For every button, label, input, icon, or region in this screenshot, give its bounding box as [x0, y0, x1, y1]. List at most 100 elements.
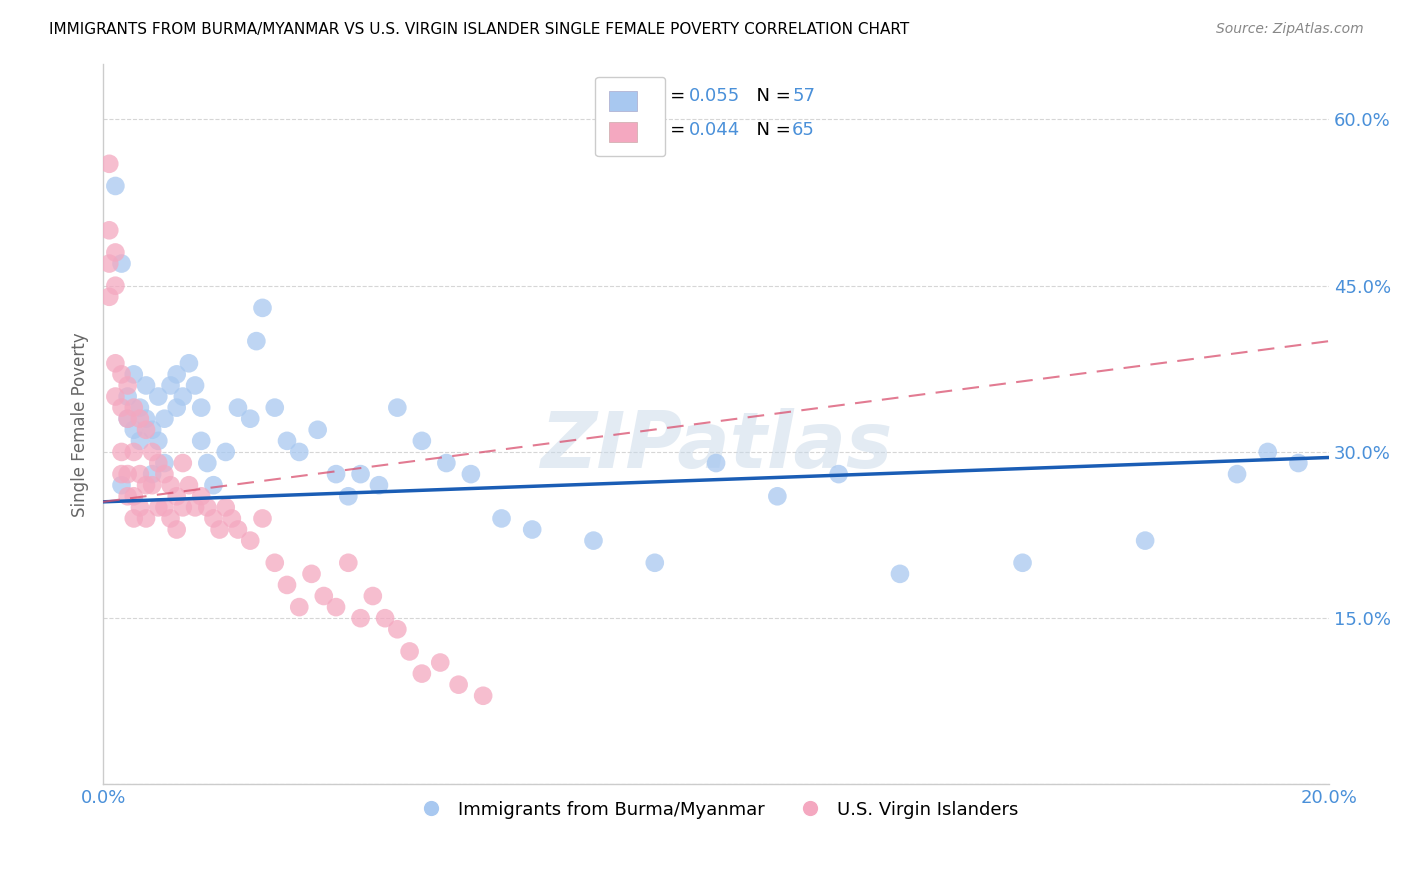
Point — [226, 523, 249, 537]
Point — [202, 511, 225, 525]
Point — [195, 456, 218, 470]
Point — [644, 556, 666, 570]
Point — [135, 511, 157, 525]
Point — [104, 390, 127, 404]
Point — [98, 256, 121, 270]
Point — [110, 256, 132, 270]
Text: ZIPatlas: ZIPatlas — [540, 408, 893, 483]
Point — [159, 478, 181, 492]
Point — [1133, 533, 1156, 548]
Point — [177, 356, 200, 370]
Point — [148, 456, 170, 470]
Point — [288, 600, 311, 615]
Point — [190, 489, 212, 503]
Point — [153, 500, 176, 515]
Point — [239, 533, 262, 548]
Point — [411, 434, 433, 448]
Point — [276, 434, 298, 448]
Point — [460, 467, 482, 482]
Point — [252, 511, 274, 525]
Point — [312, 589, 335, 603]
Point — [122, 401, 145, 415]
Point — [361, 589, 384, 603]
Point — [263, 401, 285, 415]
Point — [122, 368, 145, 382]
Point — [184, 500, 207, 515]
Point — [190, 401, 212, 415]
Point — [889, 566, 911, 581]
Point — [387, 622, 409, 636]
Point — [98, 223, 121, 237]
Point — [166, 368, 188, 382]
Point — [215, 500, 238, 515]
Point — [337, 489, 360, 503]
Point — [141, 467, 163, 482]
Text: R =: R = — [652, 87, 692, 104]
Point — [159, 378, 181, 392]
Point — [434, 456, 457, 470]
Text: N =: N = — [745, 87, 797, 104]
Point — [148, 500, 170, 515]
Point — [135, 378, 157, 392]
Point — [337, 556, 360, 570]
Point — [172, 500, 194, 515]
Text: 0.055: 0.055 — [689, 87, 741, 104]
Point — [166, 401, 188, 415]
Point — [704, 456, 727, 470]
Point — [491, 511, 513, 525]
Point — [110, 401, 132, 415]
Point — [245, 334, 267, 348]
Point — [104, 278, 127, 293]
Point — [110, 467, 132, 482]
Point — [122, 423, 145, 437]
Point — [172, 456, 194, 470]
Point — [110, 478, 132, 492]
Point — [177, 478, 200, 492]
Point — [110, 445, 132, 459]
Point — [349, 611, 371, 625]
Point — [135, 478, 157, 492]
Point — [208, 523, 231, 537]
Y-axis label: Single Female Poverty: Single Female Poverty — [72, 332, 89, 516]
Point — [141, 445, 163, 459]
Point — [159, 511, 181, 525]
Point — [827, 467, 849, 482]
Text: 57: 57 — [792, 87, 815, 104]
Text: IMMIGRANTS FROM BURMA/MYANMAR VS U.S. VIRGIN ISLANDER SINGLE FEMALE POVERTY CORR: IMMIGRANTS FROM BURMA/MYANMAR VS U.S. VI… — [49, 22, 910, 37]
Text: R =: R = — [652, 121, 692, 139]
Point — [129, 467, 152, 482]
Point — [239, 411, 262, 425]
Point — [398, 644, 420, 658]
Point — [1257, 445, 1279, 459]
Point — [221, 511, 243, 525]
Point — [288, 445, 311, 459]
Point — [582, 533, 605, 548]
Legend: Immigrants from Burma/Myanmar, U.S. Virgin Islanders: Immigrants from Burma/Myanmar, U.S. Virg… — [406, 793, 1026, 826]
Point — [276, 578, 298, 592]
Point — [195, 500, 218, 515]
Point — [117, 411, 139, 425]
Point — [368, 478, 391, 492]
Point — [117, 467, 139, 482]
Point — [148, 434, 170, 448]
Point — [117, 390, 139, 404]
Point — [387, 401, 409, 415]
Point — [1226, 467, 1249, 482]
Text: 0.044: 0.044 — [689, 121, 741, 139]
Point — [184, 378, 207, 392]
Point — [129, 401, 152, 415]
Point — [98, 157, 121, 171]
Point — [129, 500, 152, 515]
Point — [104, 178, 127, 193]
Point — [129, 411, 152, 425]
Point — [325, 467, 347, 482]
Point — [117, 378, 139, 392]
Point — [374, 611, 396, 625]
Point — [307, 423, 329, 437]
Point — [263, 556, 285, 570]
Point — [215, 445, 238, 459]
Point — [202, 478, 225, 492]
Point — [117, 489, 139, 503]
Point — [104, 245, 127, 260]
Point — [172, 390, 194, 404]
